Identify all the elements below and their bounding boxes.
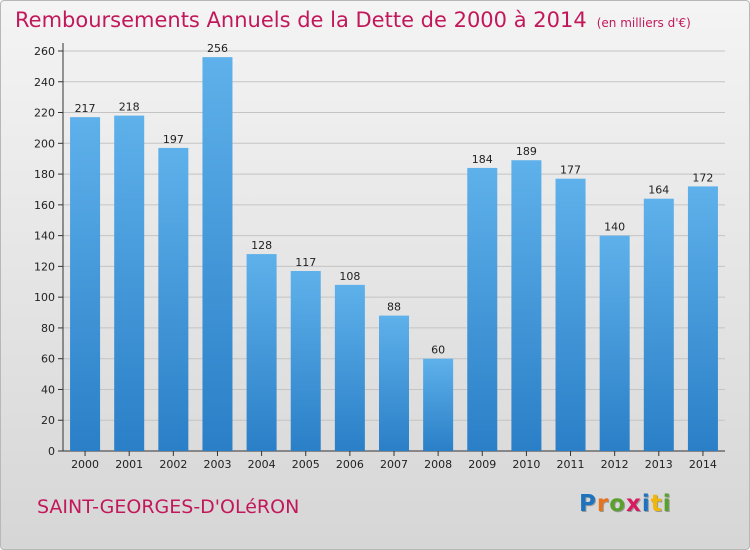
bars (70, 57, 718, 452)
axes: 0 20 40 60 80 100 120 140 160 180 200 220 240 260 2000… (34, 43, 725, 471)
bar-value-label: 172 (692, 171, 713, 184)
logo-letter: o (609, 491, 627, 517)
logo-letter: i (641, 491, 651, 517)
y-tick-label: 20 (41, 414, 55, 427)
chart-unit: (en milliers d'€) (596, 16, 691, 30)
y-tick-label: 120 (34, 260, 55, 273)
x-tick-label: 2007 (380, 458, 408, 471)
bar-value-label: 164 (648, 184, 669, 197)
proxiti-logo: Proxiti (579, 491, 672, 517)
bar (202, 57, 233, 452)
x-tick-label: 2000 (71, 458, 99, 471)
x-tick-label: 2001 (115, 458, 143, 471)
bar (599, 235, 630, 451)
bar (158, 147, 189, 451)
value-labels: 217 218 197 256 128 117 108 88 60 184 189 177 140 164… (75, 42, 714, 357)
bar-value-label: 218 (119, 101, 140, 114)
x-tick-label: 2008 (424, 458, 452, 471)
logo-letter: r (596, 491, 610, 517)
bar (114, 115, 145, 451)
logo-letter: i (662, 491, 672, 517)
bar (643, 198, 674, 451)
y-tick-label: 260 (34, 45, 55, 58)
bar-value-label: 217 (75, 102, 96, 115)
chart-title: Remboursements Annuels de la Dette de 20… (15, 8, 587, 32)
y-tick-label: 60 (41, 353, 55, 366)
bar-value-label: 128 (251, 239, 272, 252)
x-tick-label: 2013 (645, 458, 673, 471)
y-tick-label: 200 (34, 137, 55, 150)
bar (246, 254, 277, 451)
y-tick-label: 140 (34, 230, 55, 243)
title-row: Remboursements Annuels de la Dette de 20… (15, 8, 691, 32)
x-tick-label: 2004 (248, 458, 276, 471)
y-tick-label: 80 (41, 322, 55, 335)
bar (467, 167, 498, 451)
y-tick-label: 40 (41, 383, 55, 396)
x-tick-label: 2014 (689, 458, 717, 471)
commune-name: SAINT-GEORGES-D'OLéRON (37, 496, 300, 518)
logo-letter: x (626, 491, 642, 517)
bar (423, 358, 454, 451)
bar (511, 160, 542, 451)
x-tick-label: 2006 (336, 458, 364, 471)
y-tick-label: 240 (34, 76, 55, 89)
y-tick-label: 0 (48, 445, 55, 458)
x-tick-label: 2012 (601, 458, 629, 471)
bar-value-label: 117 (295, 256, 316, 269)
x-tick-label: 2003 (203, 458, 231, 471)
bar (687, 186, 718, 451)
bar-value-label: 197 (163, 133, 184, 146)
bar-value-label: 88 (387, 301, 401, 314)
x-tick-label: 2005 (292, 458, 320, 471)
x-tick-label: 2002 (159, 458, 187, 471)
x-tick-label: 2010 (512, 458, 540, 471)
logo-letter: P (579, 491, 597, 517)
bar-value-label: 60 (431, 344, 445, 357)
y-tick-label: 180 (34, 168, 55, 181)
bar-value-label: 189 (516, 145, 537, 158)
bar-value-label: 177 (560, 164, 581, 177)
y-tick-label: 220 (34, 107, 55, 120)
x-tick-label: 2011 (557, 458, 585, 471)
bar-value-label: 108 (339, 270, 360, 283)
y-tick-label: 100 (34, 291, 55, 304)
bar (378, 315, 410, 451)
bar-value-label: 256 (207, 42, 228, 55)
y-tick-label: 160 (34, 199, 55, 212)
bar-value-label: 184 (472, 153, 493, 166)
bar (70, 117, 101, 452)
bar (334, 284, 365, 451)
bar-value-label: 140 (604, 221, 625, 234)
bar (290, 271, 321, 451)
bar (555, 178, 586, 451)
logo-letter: t (650, 491, 663, 517)
x-tick-label: 2009 (468, 458, 496, 471)
